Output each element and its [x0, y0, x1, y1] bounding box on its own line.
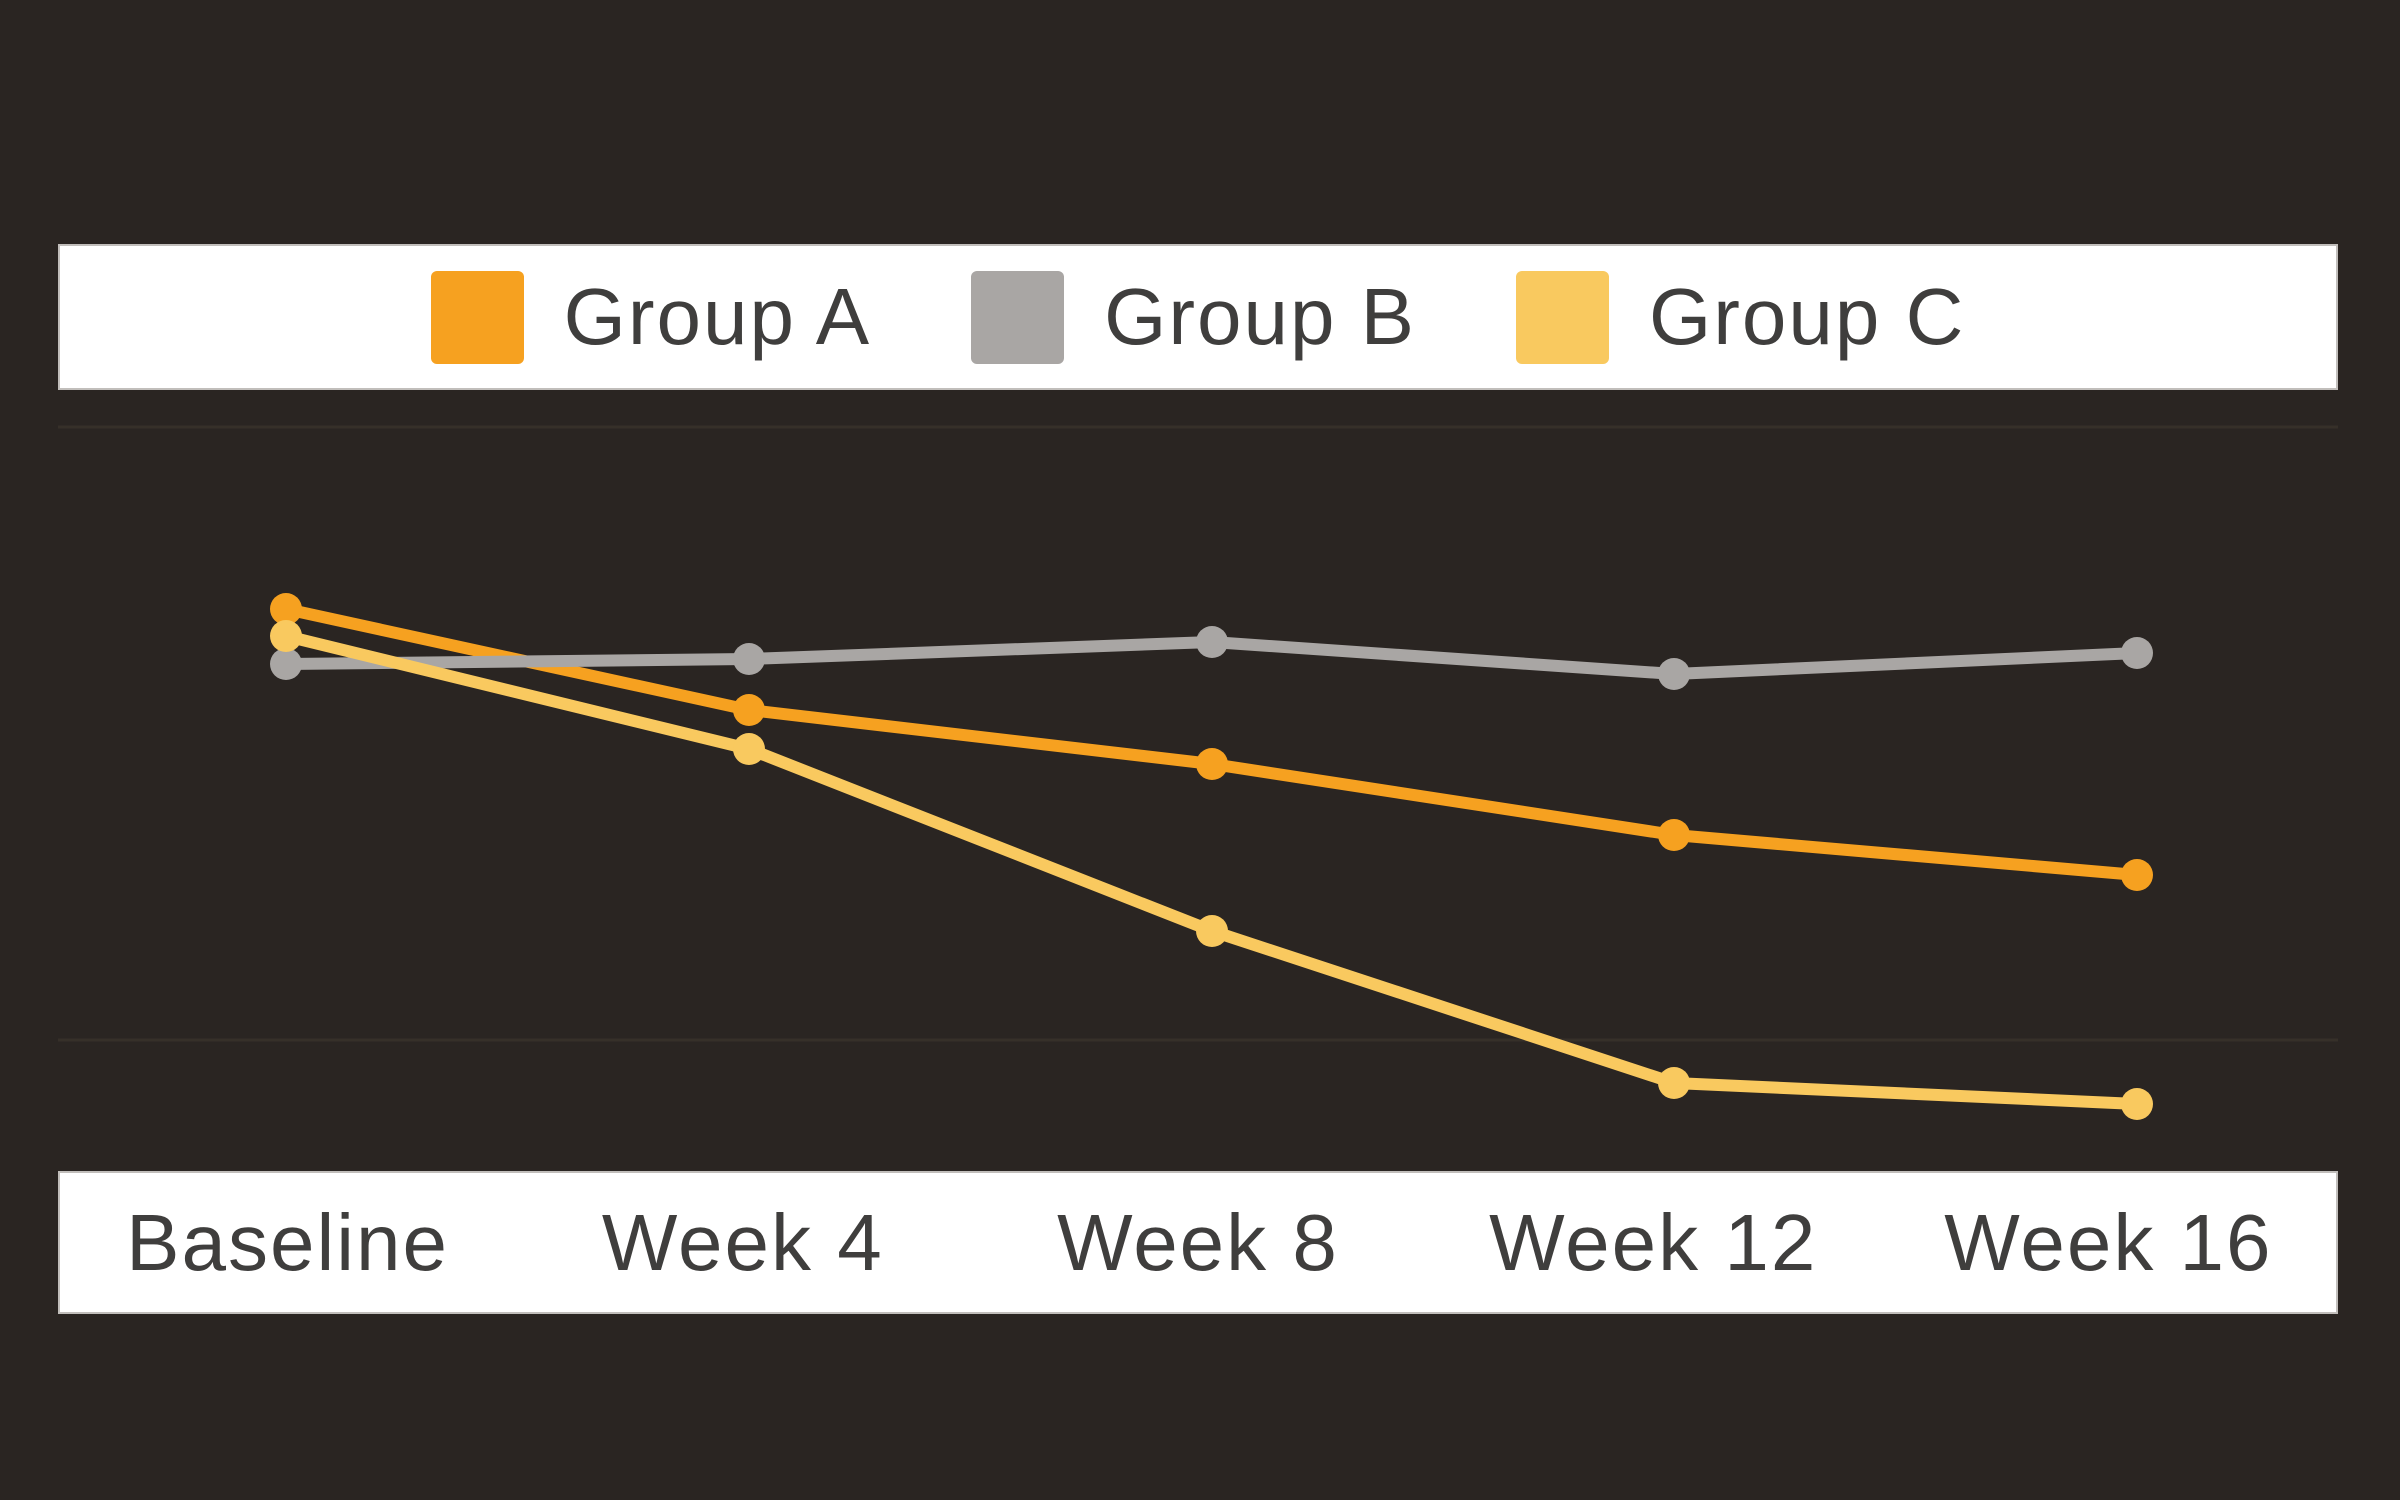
- data-point-group-b-baseline: [270, 648, 302, 680]
- legend-item-group-b: Group B: [971, 270, 1417, 364]
- x-axis-cell: Week 4: [515, 1197, 970, 1287]
- x-axis-label-week-4: Week 4: [601, 1197, 884, 1287]
- legend-label-group-a: Group A: [563, 272, 872, 361]
- data-point-group-a-week-4: [733, 694, 765, 726]
- legend-item-group-c: Group C: [1516, 270, 1966, 364]
- data-point-group-a-week-12: [1658, 819, 1690, 851]
- data-point-group-a-week-8: [1196, 748, 1228, 780]
- data-point-group-a-week-16: [2121, 859, 2153, 891]
- legend-swatch-group-c-icon: [1516, 270, 1610, 364]
- x-axis-cell: Week 8: [970, 1197, 1425, 1287]
- legend-item-group-a: Group A: [430, 270, 872, 364]
- gridline-layer: [58, 425, 2338, 1042]
- legend-label-group-b: Group B: [1104, 272, 1417, 361]
- data-point-group-c-week-16: [2121, 1088, 2153, 1120]
- x-axis-label-baseline: Baseline: [126, 1197, 450, 1287]
- x-axis-cell: Baseline: [60, 1197, 515, 1287]
- x-axis-label-week-16: Week 16: [1944, 1197, 2273, 1287]
- legend-label-group-c: Group C: [1649, 272, 1966, 361]
- x-axis-cell: Week 12: [1426, 1197, 1881, 1287]
- data-point-group-b-week-16: [2121, 637, 2153, 669]
- x-axis: Baseline Week 4 Week 8 Week 12 Week 16: [58, 1171, 2338, 1314]
- data-point-group-b-week-8: [1196, 626, 1228, 658]
- data-point-group-c-week-8: [1196, 915, 1228, 947]
- legend-swatch-group-b-icon: [971, 270, 1065, 364]
- x-axis-label-week-12: Week 12: [1489, 1197, 1818, 1287]
- legend-swatch-group-a-icon: [430, 270, 524, 364]
- series-layer: [270, 593, 2153, 1120]
- data-point-group-a-baseline: [270, 593, 302, 625]
- data-point-group-c-week-12: [1658, 1067, 1690, 1099]
- data-point-group-c-week-4: [733, 733, 765, 765]
- data-point-group-b-week-12: [1658, 658, 1690, 690]
- series-line-group-c: [280, 630, 2143, 1110]
- x-axis-cell: Week 16: [1881, 1197, 2336, 1287]
- x-axis-label-week-8: Week 8: [1057, 1197, 1339, 1287]
- data-point-group-b-week-4: [733, 643, 765, 675]
- data-point-group-c-baseline: [270, 620, 302, 652]
- legend: Group A Group B Group C: [58, 244, 2338, 390]
